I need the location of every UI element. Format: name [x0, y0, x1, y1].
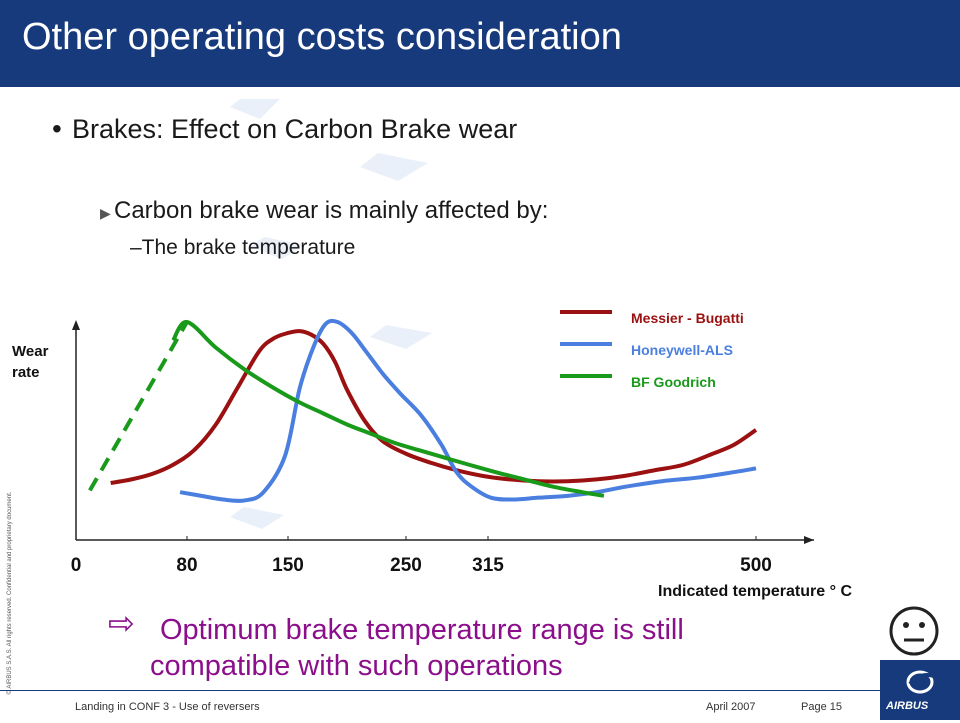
copyright-notice: © AIRBUS S.A.S. All rights reserved. Con…: [7, 491, 13, 695]
logo-text: AIRBUS: [886, 700, 929, 712]
triangle-arrow-icon: ▶: [100, 205, 111, 221]
x-tick-label: 80: [176, 555, 197, 576]
conclusion-line-1: Optimum brake temperature range is still: [160, 614, 684, 646]
x-axis-arrow-icon: [804, 536, 814, 544]
legend-label: Messier - Bugatti: [631, 310, 744, 326]
aircraft-watermark-icon: [230, 99, 432, 529]
legend-label: Honeywell-ALS: [631, 342, 733, 358]
chart-legend: Messier - Bugatti Honeywell-ALS BF Goodric…: [560, 310, 744, 390]
title-bar: Other operating costs consideration: [0, 0, 960, 87]
footer-page-number: Page 15: [801, 701, 842, 713]
footer-presentation-title: Landing in CONF 3 - Use of reversers: [75, 701, 260, 713]
chart-axes: [72, 320, 814, 544]
slide-title: Other operating costs consideration: [22, 16, 622, 58]
series-line-goodrich-extrapolation: [88, 321, 189, 492]
x-tick-label: 250: [390, 555, 422, 576]
legend-label: BF Goodrich: [631, 374, 716, 390]
x-tick-label: 315: [472, 555, 504, 576]
neutral-face-icon: [889, 606, 939, 656]
chart-series: [88, 318, 758, 503]
y-axis-arrow-icon: [72, 320, 80, 330]
hollow-arrow-icon: ⇨: [108, 605, 135, 641]
sub-sub-bullet: –The brake temperature: [130, 236, 356, 259]
x-tick-label: 150: [272, 555, 304, 576]
airbus-logo-icon: [880, 660, 960, 720]
footer-date: April 2007: [706, 701, 756, 713]
series-line-messier-bugatti: [110, 329, 758, 486]
y-axis-label: rate: [12, 364, 40, 381]
bullet-heading: Brakes: Effect on Carbon Brake wear: [72, 114, 518, 144]
conclusion-line-2: compatible with such operations: [150, 650, 563, 682]
x-axis-label: Indicated temperature ° C: [658, 583, 852, 600]
y-axis-label: Wear: [12, 343, 49, 360]
sub-bullet: Carbon brake wear is mainly affected by:: [114, 197, 549, 224]
x-tick-label: 500: [740, 555, 772, 576]
footer-divider: [0, 690, 880, 691]
series-line-bf-goodrich: [171, 320, 605, 498]
x-tick-label: 0: [71, 555, 82, 576]
bullet-dot-icon: •: [52, 113, 62, 144]
chart-labels: 0 80 150 250 315 500 Wear rate Indicated tempera…: [12, 343, 852, 600]
series-line-honeywell-als: [179, 318, 757, 503]
